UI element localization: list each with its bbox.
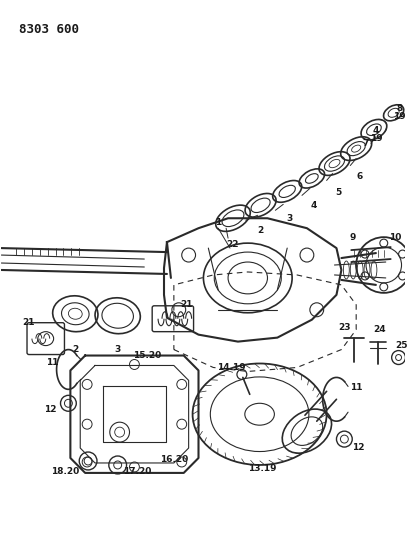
Text: 16.20: 16.20 bbox=[160, 456, 187, 464]
Text: 13.19: 13.19 bbox=[248, 464, 276, 473]
Text: 3: 3 bbox=[285, 214, 292, 223]
Text: 19: 19 bbox=[392, 112, 405, 122]
Text: 9: 9 bbox=[348, 232, 355, 241]
Text: 18.20: 18.20 bbox=[51, 467, 79, 477]
Text: 4: 4 bbox=[310, 201, 316, 210]
Text: 12: 12 bbox=[44, 405, 57, 414]
Text: 1: 1 bbox=[215, 218, 221, 227]
Text: 11: 11 bbox=[349, 383, 362, 392]
Text: 11: 11 bbox=[46, 358, 59, 367]
Text: 8303 600: 8303 600 bbox=[19, 23, 79, 36]
Text: 21: 21 bbox=[22, 318, 35, 327]
Text: 3: 3 bbox=[114, 345, 121, 354]
Text: 4: 4 bbox=[372, 126, 378, 135]
Text: 6: 6 bbox=[355, 172, 362, 181]
Text: 7: 7 bbox=[362, 139, 369, 148]
Text: 12: 12 bbox=[351, 442, 364, 451]
Text: 2: 2 bbox=[72, 345, 78, 354]
Text: 19: 19 bbox=[369, 134, 381, 143]
Text: 22: 22 bbox=[226, 240, 239, 248]
Text: 23: 23 bbox=[337, 323, 350, 332]
Text: 2: 2 bbox=[257, 225, 263, 235]
Text: 15.20: 15.20 bbox=[133, 351, 161, 360]
Text: 8: 8 bbox=[396, 104, 402, 114]
Text: 25: 25 bbox=[394, 341, 407, 350]
Text: 24: 24 bbox=[373, 325, 385, 334]
Text: 14.19: 14.19 bbox=[216, 363, 245, 372]
Text: 5: 5 bbox=[335, 188, 341, 197]
Text: 21: 21 bbox=[180, 300, 193, 309]
Text: 17.20: 17.20 bbox=[123, 467, 151, 477]
Text: 10: 10 bbox=[389, 232, 401, 241]
